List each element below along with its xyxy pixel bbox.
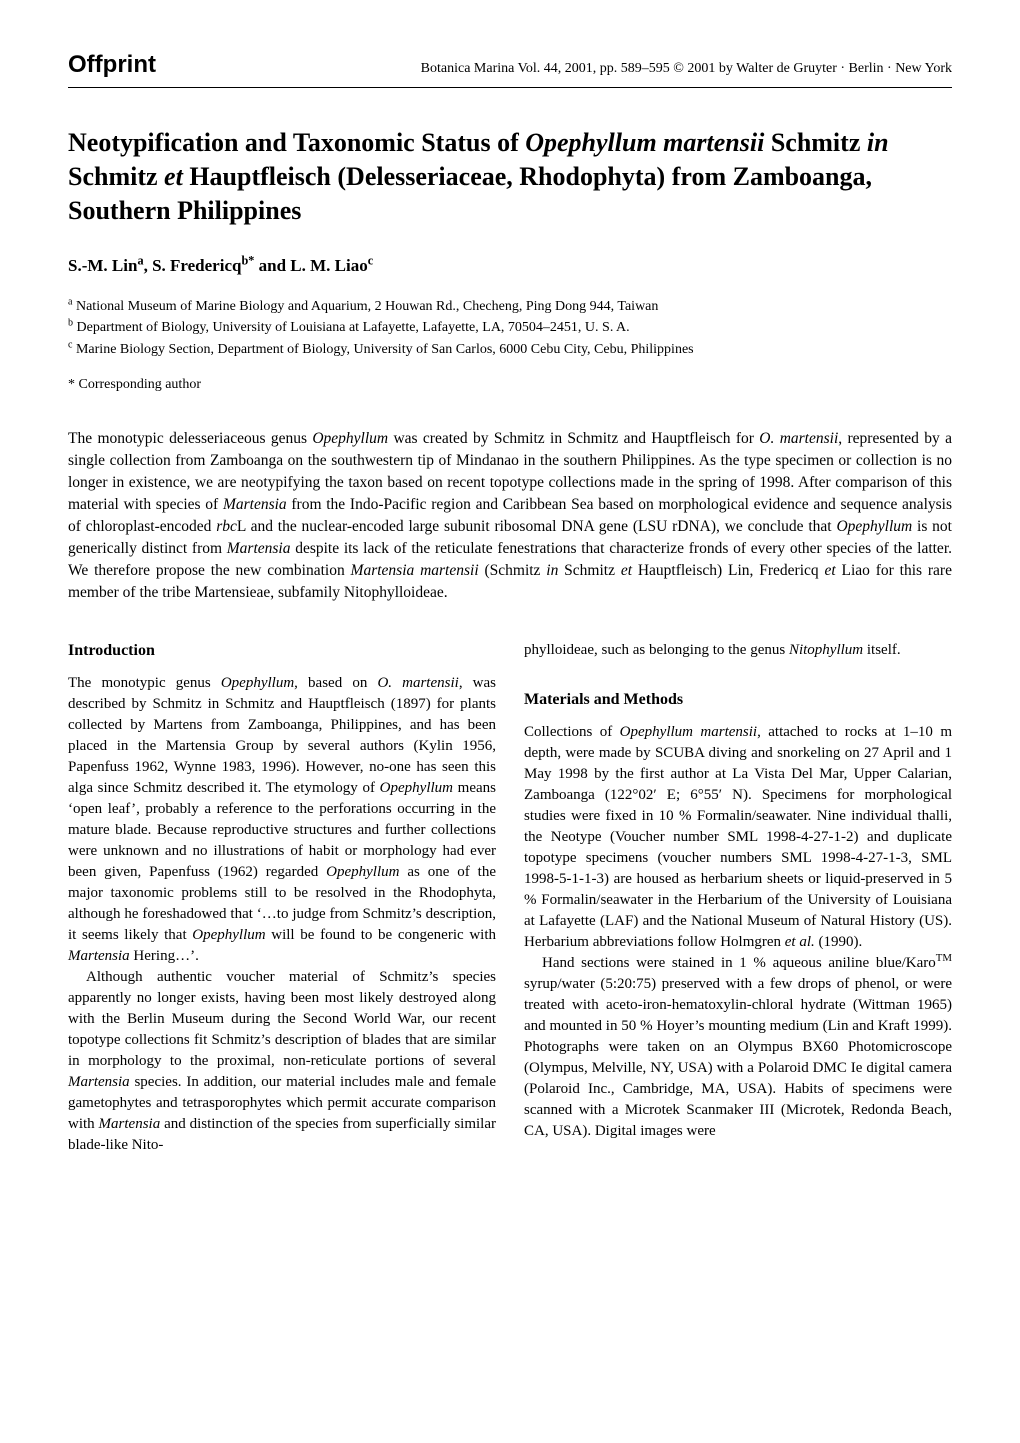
affiliation-marker: a xyxy=(68,296,72,307)
section-heading-materials-methods: Materials and Methods xyxy=(524,689,952,711)
header-row: Offprint Botanica Marina Vol. 44, 2001, … xyxy=(68,48,952,88)
body-paragraph-continuation: phylloideae, such as belonging to the ge… xyxy=(524,640,952,661)
authors: S.-M. Lina, S. Fredericqb* and L. M. Lia… xyxy=(68,254,952,277)
section-heading-introduction: Introduction xyxy=(68,640,496,662)
left-column: Introduction The monotypic genus Opephyl… xyxy=(68,640,496,1155)
body-paragraph: Although authentic voucher material of S… xyxy=(68,967,496,1156)
affiliation-text: Marine Biology Section, Department of Bi… xyxy=(76,342,694,357)
affiliation: c Marine Biology Section, Department of … xyxy=(68,340,952,359)
affiliation-marker: c xyxy=(68,339,72,350)
body-paragraph: The monotypic genus Opephyllum, based on… xyxy=(68,673,496,967)
affiliations-block: a National Museum of Marine Biology and … xyxy=(68,297,952,359)
affiliation: a National Museum of Marine Biology and … xyxy=(68,297,952,316)
corresponding-author-note: * Corresponding author xyxy=(68,375,952,394)
abstract: The monotypic delesseriaceous genus Opep… xyxy=(68,428,952,604)
right-column: phylloideae, such as belonging to the ge… xyxy=(524,640,952,1155)
offprint-label: Offprint xyxy=(68,48,156,81)
journal-citation: Botanica Marina Vol. 44, 2001, pp. 589–5… xyxy=(421,59,952,78)
article-title: Neotypification and Taxonomic Status of … xyxy=(68,126,952,227)
affiliation-text: National Museum of Marine Biology and Aq… xyxy=(76,299,658,314)
affiliation-marker: b xyxy=(68,318,73,329)
body-paragraph: Collections of Opephyllum martensii, att… xyxy=(524,722,952,953)
affiliation-text: Department of Biology, University of Lou… xyxy=(77,320,630,335)
body-columns: Introduction The monotypic genus Opephyl… xyxy=(68,640,952,1155)
affiliation: b Department of Biology, University of L… xyxy=(68,318,952,337)
body-paragraph: Hand sections were stained in 1 % aqueou… xyxy=(524,953,952,1142)
